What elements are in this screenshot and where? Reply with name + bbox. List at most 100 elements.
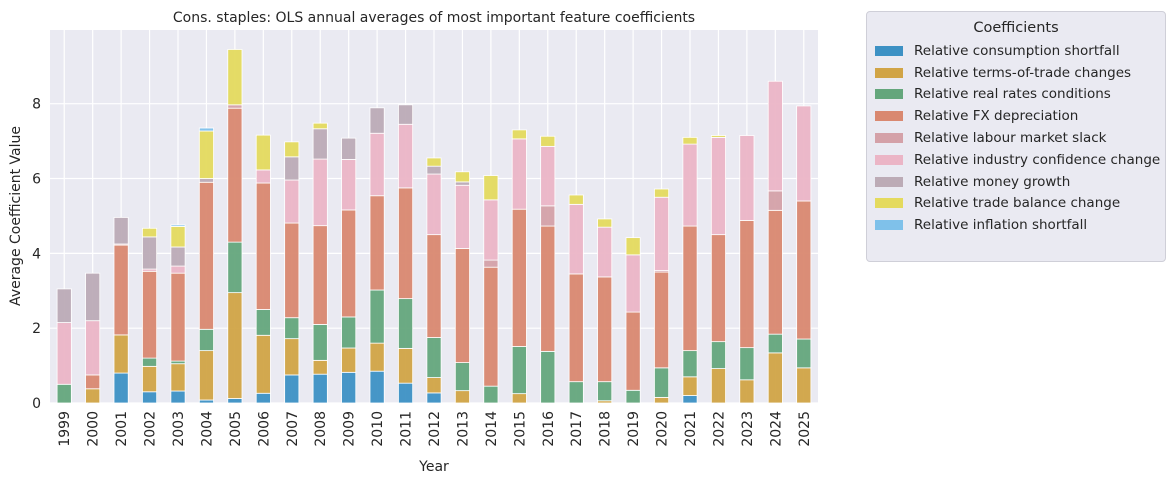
bar-segment-relative-real-rates-conditions-2009 (341, 316, 357, 349)
bar-segment-relative-consumption-shortfall-2003 (170, 390, 186, 404)
bar-segment-relative-fx-depreciation-2018 (597, 276, 613, 383)
bar-segment-relative-trade-balance-change-2017 (568, 194, 584, 205)
bar-segment-relative-fx-depreciation-2009 (341, 209, 357, 318)
bar-segment-relative-fx-depreciation-2016 (540, 225, 556, 352)
bar-segment-relative-real-rates-conditions-2025 (796, 338, 812, 369)
bar-segment-relative-industry-confidence-change-2016 (540, 145, 556, 207)
bar-segment-relative-terms-of-trade-changes-2021 (682, 376, 698, 396)
bar-segment-relative-money-growth-2002 (142, 236, 158, 270)
legend-label: Relative inflation shortfall (914, 217, 1088, 234)
bar-segment-relative-money-growth-2011 (398, 104, 414, 125)
legend: Coefficients Relative consumption shortf… (866, 11, 1166, 262)
bar-segment-relative-real-rates-conditions-2015 (511, 346, 527, 395)
bar-segment-relative-real-rates-conditions-2018 (597, 381, 613, 402)
x-tick-label: 2004 (199, 411, 215, 447)
x-tick-label: 2019 (626, 411, 642, 447)
bar-segment-relative-consumption-shortfall-2007 (284, 374, 300, 404)
y-tick-label: 0 (32, 396, 41, 412)
bar-segment-relative-consumption-shortfall-2008 (312, 373, 328, 404)
bar-segment-relative-money-growth-2013 (454, 181, 470, 186)
bar-segment-relative-real-rates-conditions-2004 (198, 328, 214, 352)
bar-segment-relative-terms-of-trade-changes-2011 (398, 347, 414, 384)
x-axis-label: Year (418, 459, 449, 475)
legend-item: Relative labour market slack (867, 127, 1165, 149)
bar-segment-relative-industry-confidence-change-2025 (796, 105, 812, 202)
bar-segment-relative-money-growth-2000 (85, 272, 101, 322)
bar-segment-relative-inflation-shortfall-2004 (198, 127, 214, 132)
bar-segment-relative-fx-depreciation-2025 (796, 200, 812, 340)
bar-segment-relative-real-rates-conditions-2020 (654, 367, 670, 398)
bar-segment-relative-real-rates-conditions-2019 (625, 389, 641, 404)
chart-title: Cons. staples: OLS annual averages of mo… (173, 10, 695, 26)
bar-segment-relative-trade-balance-change-2016 (540, 135, 556, 147)
bar-segment-relative-real-rates-conditions-2010 (369, 289, 385, 344)
bar-segment-relative-money-growth-2012 (426, 165, 442, 175)
bar-segment-relative-trade-balance-change-2012 (426, 157, 442, 167)
bar-segment-relative-industry-confidence-change-2020 (654, 196, 670, 271)
bar-segment-relative-real-rates-conditions-2014 (483, 385, 499, 404)
bar-segment-relative-fx-depreciation-2022 (710, 234, 726, 343)
bar-segment-relative-trade-balance-change-2022 (710, 135, 726, 138)
legend-item: Relative money growth (867, 171, 1165, 193)
x-tick-label: 2023 (740, 411, 756, 447)
bar-segment-relative-industry-confidence-change-2013 (454, 184, 470, 249)
bar-segment-relative-consumption-shortfall-2004 (198, 399, 214, 404)
bar-segment-relative-consumption-shortfall-2021 (682, 395, 698, 404)
bar-segment-relative-industry-confidence-change-2015 (511, 138, 527, 210)
bar-segment-relative-fx-depreciation-2004 (198, 181, 214, 330)
bar-segment-relative-fx-depreciation-2020 (654, 271, 670, 369)
bar-segment-relative-industry-confidence-change-2017 (568, 203, 584, 275)
bar-segment-relative-real-rates-conditions-2005 (227, 241, 243, 294)
x-tick-label: 2003 (171, 411, 187, 447)
bar-segment-relative-terms-of-trade-changes-2020 (654, 396, 670, 404)
bar-segment-relative-consumption-shortfall-2002 (142, 391, 158, 404)
bar-segment-relative-industry-confidence-change-2012 (426, 173, 442, 236)
bar-segment-relative-terms-of-trade-changes-2015 (511, 393, 527, 404)
bar-segment-relative-real-rates-conditions-2008 (312, 324, 328, 361)
legend-swatch (875, 154, 903, 165)
bar-segment-relative-fx-depreciation-2013 (454, 248, 470, 363)
bar-segment-relative-labour-market-slack-2024 (767, 190, 783, 211)
bar-segment-relative-trade-balance-change-2008 (312, 122, 328, 130)
bar-segment-relative-money-growth-2010 (369, 107, 385, 134)
bar-segment-relative-industry-confidence-change-2009 (341, 159, 357, 211)
bar-segment-relative-terms-of-trade-changes-2009 (341, 347, 357, 373)
bar-segment-relative-money-growth-2001 (113, 217, 129, 245)
bar-segment-relative-fx-depreciation-2005 (227, 107, 243, 243)
bar-segment-relative-consumption-shortfall-2005 (227, 398, 243, 404)
x-tick-label: 2018 (598, 411, 614, 447)
legend-item: Relative inflation shortfall (867, 214, 1165, 236)
bar-segment-relative-industry-confidence-change-2024 (767, 80, 783, 192)
bar-segment-relative-terms-of-trade-changes-2002 (142, 365, 158, 393)
bar-segment-relative-fx-depreciation-2010 (369, 195, 385, 291)
bar-segment-relative-terms-of-trade-changes-2006 (255, 334, 271, 394)
bar-segment-relative-terms-of-trade-changes-2010 (369, 342, 385, 372)
legend-item: Relative trade balance change (867, 193, 1165, 215)
bar-segment-relative-fx-depreciation-2015 (511, 208, 527, 347)
bar-segment-relative-money-growth-2007 (284, 156, 300, 181)
bar-segment-relative-terms-of-trade-changes-2013 (454, 390, 470, 404)
bar-segment-relative-industry-confidence-change-1999 (56, 322, 72, 385)
bar-segment-relative-inflation-shortfall-2003 (170, 224, 186, 227)
legend-swatch (875, 111, 903, 122)
bar-segment-relative-terms-of-trade-changes-2007 (284, 338, 300, 376)
bar-segment-relative-fx-depreciation-2019 (625, 311, 641, 391)
bar-segment-relative-terms-of-trade-changes-2001 (113, 334, 129, 374)
bar-segment-relative-real-rates-conditions-2011 (398, 298, 414, 349)
bar-segment-relative-money-growth-2009 (341, 137, 357, 160)
legend-item: Relative real rates conditions (867, 84, 1165, 106)
bar-segment-relative-real-rates-conditions-2016 (540, 350, 556, 404)
bar-segment-relative-consumption-shortfall-2010 (369, 370, 385, 404)
x-tick-label: 2011 (399, 411, 415, 447)
bar-segment-relative-trade-balance-change-2014 (483, 175, 499, 201)
x-tick-label: 2005 (228, 411, 244, 447)
bar-segment-relative-consumption-shortfall-2006 (255, 392, 271, 404)
x-tick-label: 2013 (455, 411, 471, 447)
bar-segment-relative-terms-of-trade-changes-2012 (426, 377, 442, 394)
bar-segment-relative-fx-depreciation-2006 (255, 182, 271, 310)
bar-segment-relative-fx-depreciation-2021 (682, 225, 698, 352)
bar-segment-relative-real-rates-conditions-2012 (426, 337, 442, 378)
y-tick-label: 8 (32, 97, 41, 113)
bar-segment-relative-real-rates-conditions-2017 (568, 381, 584, 404)
